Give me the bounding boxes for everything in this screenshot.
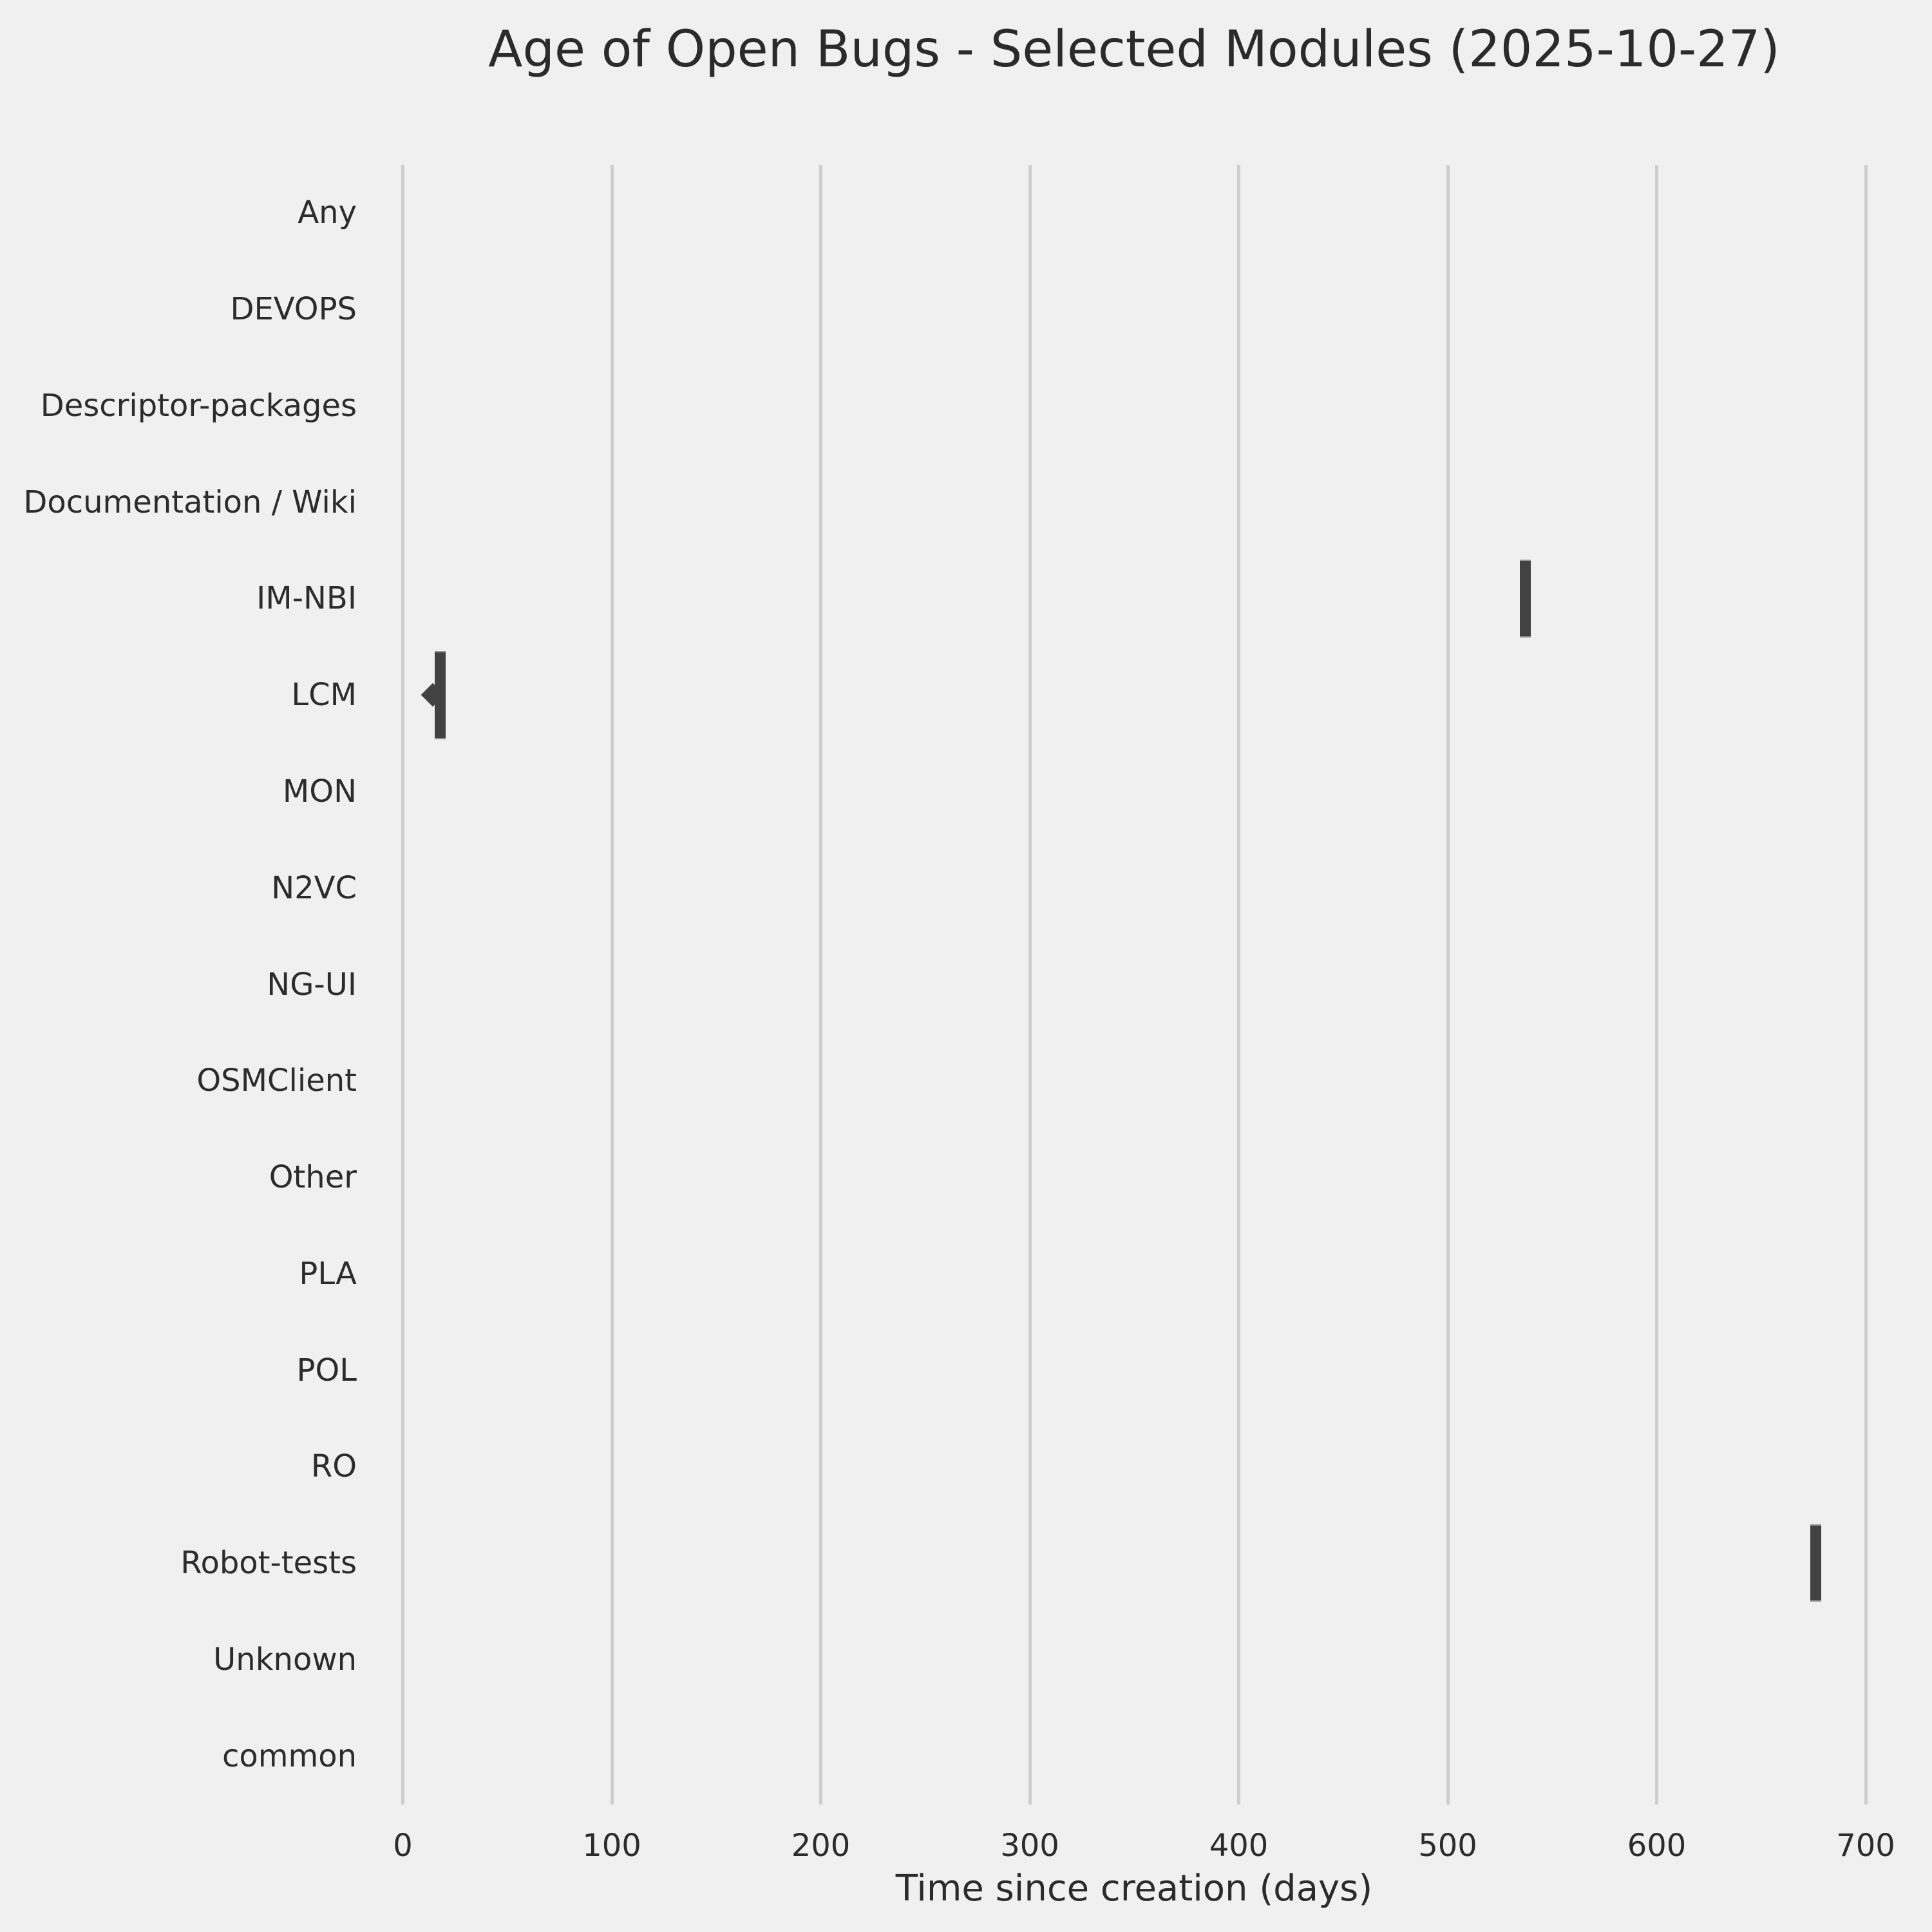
page-title: Age of Open Bugs - Selected Modules (202… xyxy=(488,21,1780,79)
gridline-x-700 xyxy=(1864,164,1868,1804)
box-Robot-tests xyxy=(1810,1524,1821,1602)
x-axis-label: Time since creation (days) xyxy=(895,1868,1373,1909)
y-category-label: LCM xyxy=(291,677,357,714)
y-category-label: OSMClient xyxy=(196,1063,357,1099)
y-category-label: NG-UI xyxy=(267,966,357,1003)
y-category-label: Other xyxy=(269,1159,357,1196)
gridline-x-400 xyxy=(1237,164,1240,1804)
y-category-label: POL xyxy=(296,1352,357,1388)
y-category-label: Robot-tests xyxy=(180,1545,357,1582)
x-tick-label-700: 700 xyxy=(1836,1828,1895,1864)
y-category-label: IM-NBI xyxy=(256,580,357,617)
x-tick-label-0: 0 xyxy=(393,1828,413,1864)
y-category-label: RO xyxy=(310,1448,357,1485)
box-LCM xyxy=(435,650,446,739)
x-tick-label-200: 200 xyxy=(791,1828,851,1864)
x-tick-label-300: 300 xyxy=(1000,1828,1059,1864)
x-tick-label-400: 400 xyxy=(1209,1828,1269,1864)
gridline-x-600 xyxy=(1655,164,1658,1804)
x-tick-label-600: 600 xyxy=(1627,1828,1687,1864)
y-category-label: MON xyxy=(282,773,357,810)
y-category-label: Any xyxy=(298,194,357,231)
y-category-label: Unknown xyxy=(213,1641,357,1678)
gridline-x-300 xyxy=(1028,164,1032,1804)
x-tick-label-500: 500 xyxy=(1418,1828,1477,1864)
gridline-x-0 xyxy=(401,164,404,1804)
y-category-label: Documentation / Wiki xyxy=(23,484,357,520)
gridline-x-200 xyxy=(819,164,822,1804)
gridline-x-100 xyxy=(610,164,614,1804)
y-category-label: DEVOPS xyxy=(230,291,357,328)
y-category-label: N2VC xyxy=(271,869,357,906)
y-category-label: common xyxy=(222,1738,357,1774)
y-category-label: Descriptor-packages xyxy=(40,387,357,424)
x-tick-label-100: 100 xyxy=(582,1828,641,1864)
gridline-x-500 xyxy=(1446,164,1450,1804)
box-IM-NBI xyxy=(1519,559,1531,638)
y-category-label: PLA xyxy=(299,1255,357,1292)
